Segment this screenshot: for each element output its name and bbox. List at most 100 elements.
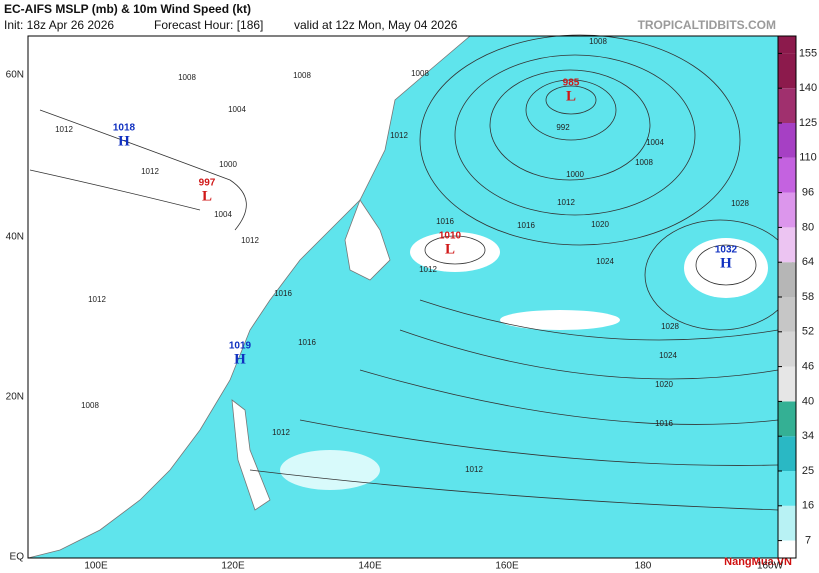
colorbar-label: 58: [802, 291, 814, 303]
isobar-label: 1016: [298, 338, 316, 347]
isobar-label: 1000: [566, 170, 584, 179]
colorbar-label: 140: [799, 82, 817, 94]
valid-time: valid at 12z Mon, May 04 2026: [294, 18, 458, 32]
pressure-center: H: [234, 351, 246, 367]
lon-label: 160W: [757, 561, 784, 572]
pressure-center: H: [118, 133, 130, 149]
lon-label: 100E: [84, 561, 108, 572]
colorbar-label: 25: [802, 465, 814, 477]
isobar-label: 1012: [557, 198, 575, 207]
pressure-center: L: [445, 241, 455, 257]
isobar-label: 1012: [390, 131, 408, 140]
pressure-value: 997: [199, 178, 216, 189]
colorbar-label: 125: [799, 117, 817, 129]
lat-label: 20N: [6, 392, 24, 403]
colorbar-segment: [778, 123, 796, 158]
isobar-label: 1028: [661, 322, 679, 331]
colorbar-segment: [778, 297, 796, 332]
isobar-label: 1020: [655, 380, 673, 389]
colorbar-segment: [778, 505, 796, 541]
isobar-label: 1004: [214, 210, 232, 219]
colorbar-label: 52: [802, 326, 814, 338]
japan: [344, 199, 391, 281]
isobars: [29, 34, 796, 511]
isobar-label: 1012: [272, 428, 290, 437]
colorbar-segment: [778, 366, 796, 402]
isobar-label: 1024: [596, 257, 614, 266]
lat-label: 60N: [6, 70, 24, 81]
isobar-label: 1016: [517, 221, 535, 230]
calm-area: [684, 238, 768, 298]
site: TROPICALTIDBITS.COM: [638, 18, 776, 32]
isobar-label: 1012: [55, 125, 73, 134]
isobar-label: 1008: [81, 401, 99, 410]
isobar-label: 1024: [659, 351, 677, 360]
isobar-label: 1016: [655, 419, 673, 428]
isobar-label: 1012: [465, 465, 483, 474]
colorbar-segment: [778, 36, 796, 54]
isobar-label: 1028: [731, 199, 749, 208]
isobar-label: 1016: [436, 217, 454, 226]
forecast-hour: Forecast Hour: [186]: [154, 18, 263, 32]
colorbar-label: 16: [802, 500, 814, 512]
pressure-value: 1010: [439, 231, 462, 242]
colorbar-segment: [778, 471, 796, 506]
land: [27, 35, 472, 559]
isobar-label: 1012: [88, 295, 106, 304]
map-body: [27, 34, 796, 559]
isobar-label: 1012: [141, 167, 159, 176]
isobar-label: 1008: [178, 73, 196, 82]
lon-label: 140E: [358, 561, 382, 572]
colorbar-label: 40: [802, 395, 814, 407]
colorbar-label: 110: [799, 152, 817, 164]
colorbar-segment: [778, 53, 796, 89]
lat-label: EQ: [10, 552, 25, 563]
isobar-label: 1004: [646, 138, 664, 147]
isobar-label: 1012: [419, 265, 437, 274]
lon-label: 180: [635, 561, 652, 572]
colorbar-segment: [778, 157, 796, 193]
isobar-label: 1016: [274, 289, 292, 298]
colorbar-frame: [777, 35, 797, 559]
isobar-label: 1004: [228, 105, 246, 114]
isobar-label: 1008: [635, 158, 653, 167]
colorbar-segment: [778, 436, 796, 471]
colorbar-label: 64: [802, 256, 814, 268]
colorbar-label: 46: [802, 361, 814, 373]
calm-area: [500, 310, 620, 330]
lat-label: 40N: [6, 232, 24, 243]
isobar-label: 1008: [293, 71, 311, 80]
colorbar-segment: [778, 192, 796, 228]
colorbar-segment: [778, 540, 796, 558]
pressure-value: 1032: [715, 245, 738, 256]
init: Init: 18z Apr 26 2026: [4, 18, 114, 32]
isobar-label: 992: [556, 123, 570, 132]
colorbar-segment: [778, 401, 796, 437]
lon-label: 120E: [221, 561, 245, 572]
philippines: [231, 399, 271, 511]
pressure-center: L: [202, 188, 212, 204]
isobar-label: 1008: [411, 69, 429, 78]
pressure-center: L: [566, 88, 576, 104]
light-wind: [280, 450, 380, 490]
pressure-value: 985: [563, 78, 580, 89]
isobar-label: 1008: [589, 37, 607, 46]
isobar-label: 1000: [219, 160, 237, 169]
colorbar-segment: [778, 88, 796, 123]
lon-label: 160E: [495, 561, 519, 572]
colorbar-segment: [778, 331, 796, 367]
isobar-label: 1020: [591, 220, 609, 229]
watermark: NangMua.VN: [724, 556, 792, 568]
colorbar-label: 7: [805, 535, 811, 547]
colorbar-label: 96: [802, 187, 814, 199]
pressure-center: H: [720, 255, 732, 271]
colorbar-segment: [778, 262, 796, 297]
colorbar-label: 155: [799, 47, 817, 59]
isobar-label: 1012: [241, 236, 259, 245]
colorbar-label: 34: [802, 430, 814, 442]
title: EC-AIFS MSLP (mb) & 10m Wind Speed (kt): [4, 2, 251, 16]
pressure-value: 1019: [229, 341, 252, 352]
pressure-value: 1018: [113, 123, 136, 134]
colorbar-label: 80: [802, 221, 814, 233]
